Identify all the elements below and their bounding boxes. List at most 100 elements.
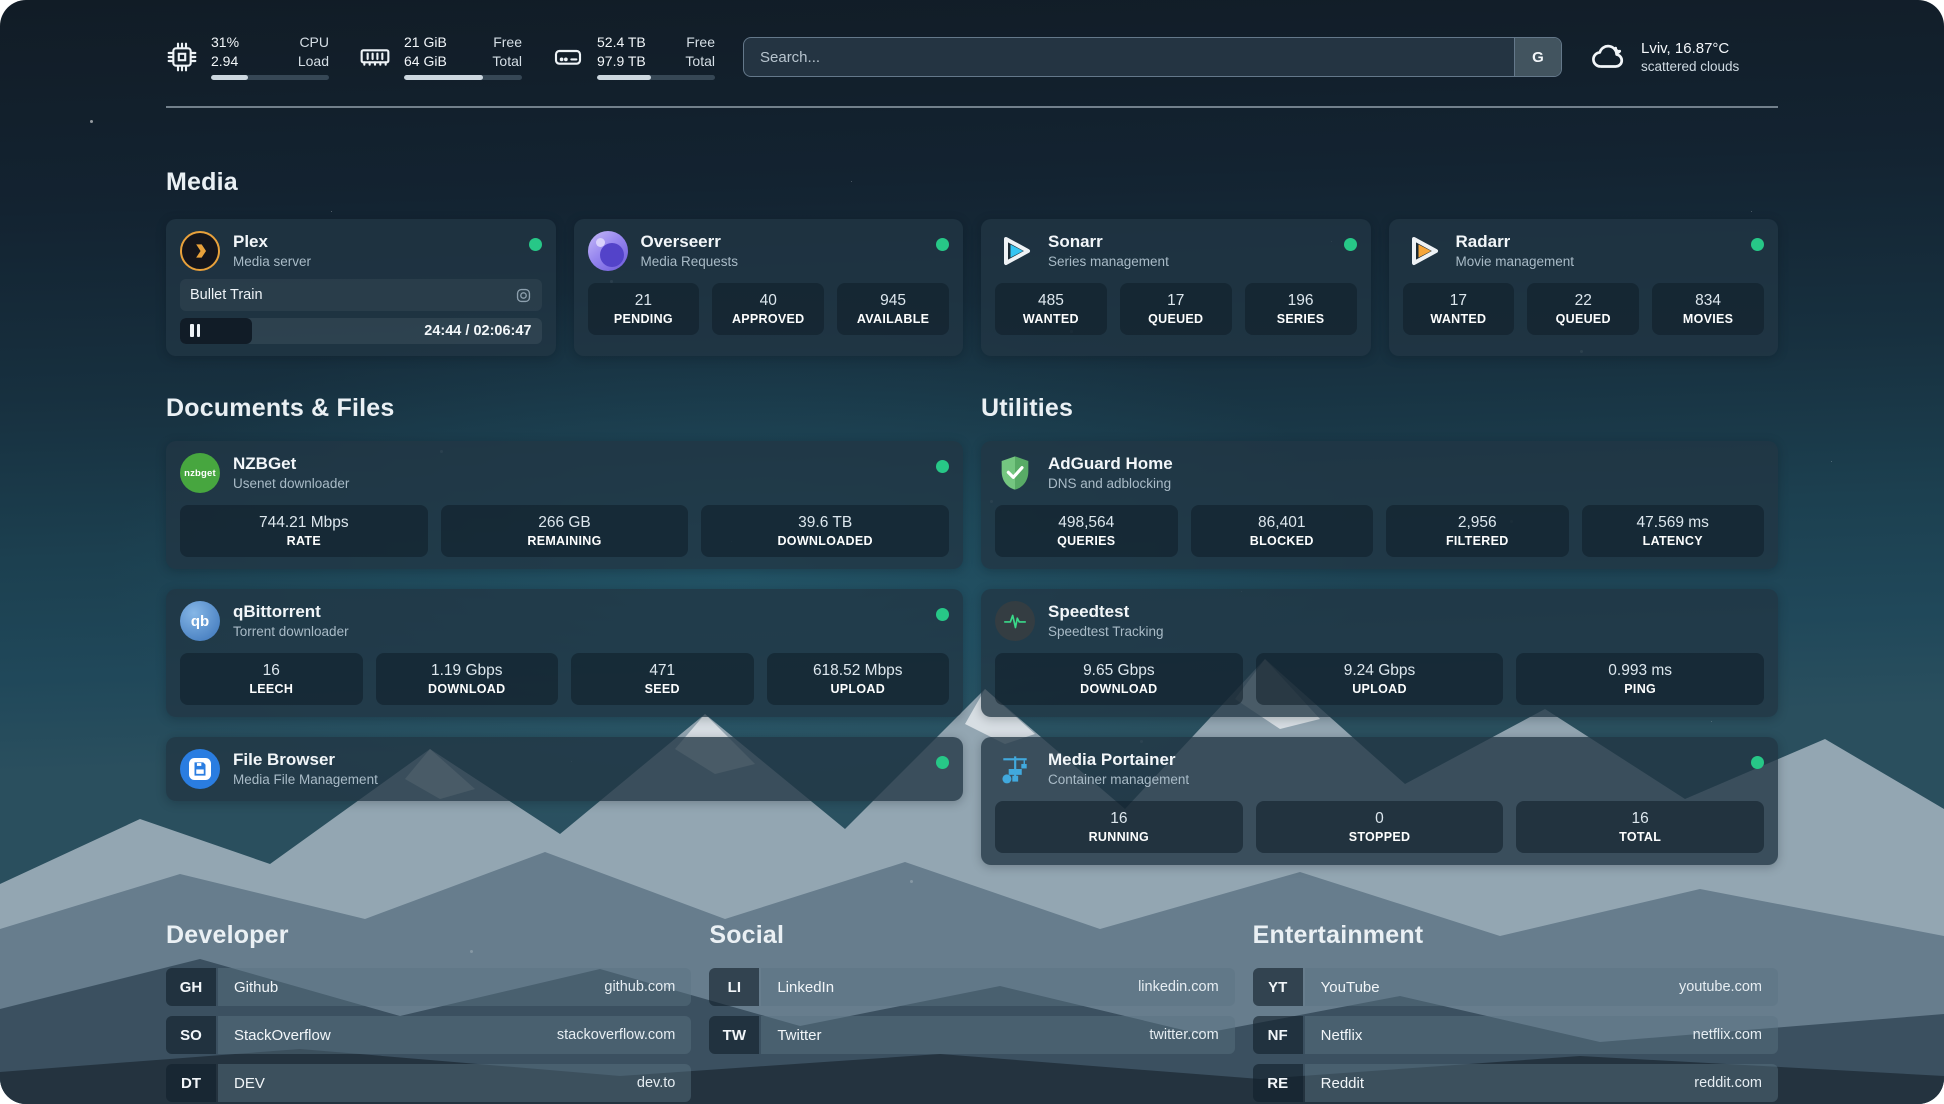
link-abbr: TW xyxy=(709,1016,760,1054)
app-subtitle: DNS and adblocking xyxy=(1048,476,1172,491)
stat-value: 618.52 Mbps xyxy=(812,662,903,679)
now-playing-row: Bullet Train xyxy=(180,279,542,311)
filebrowser-card[interactable]: File Browser Media File Management xyxy=(166,737,963,801)
portainer-card[interactable]: Media Portainer Container management 16 … xyxy=(981,737,1778,865)
stat-seed: 471 SEED xyxy=(571,653,754,705)
stat-wanted: 17 WANTED xyxy=(1402,283,1515,335)
link-github[interactable]: GH Github github.com xyxy=(166,968,692,1006)
stat-rate: 744.21 Mbps RATE xyxy=(180,505,428,557)
stat-movies: 834 MOVIES xyxy=(1652,283,1764,335)
cloud-icon xyxy=(1592,44,1624,68)
stat-label: MOVIES xyxy=(1682,312,1734,326)
stat-label: LEECH xyxy=(249,682,294,696)
qbittorrent-card[interactable]: qb qBittorrent Torrent downloader 16 LEE… xyxy=(166,589,963,717)
disk-total-label: Total xyxy=(685,53,715,69)
status-online-dot xyxy=(528,238,542,251)
stat-latency: 47.569 ms LATENCY xyxy=(1581,505,1764,557)
cpu-stat-widget: 31% CPU 2.94 Load xyxy=(166,34,329,80)
stat-value: 498,564 xyxy=(1058,514,1115,531)
cpu-usage-label: CPU xyxy=(299,34,329,50)
stat-ping: 0.993 ms PING xyxy=(1516,653,1764,705)
link-linkedin[interactable]: LI LinkedIn linkedin.com xyxy=(709,968,1235,1006)
stat-value: 40 xyxy=(759,292,777,309)
stat-remaining: 266 GB REMAINING xyxy=(440,505,689,557)
link-twitter[interactable]: TW Twitter twitter.com xyxy=(709,1016,1235,1054)
pause-button[interactable] xyxy=(190,324,200,337)
stat-label: RATE xyxy=(286,534,321,548)
plex-icon xyxy=(180,231,220,271)
overseerr-card[interactable]: Overseerr Media Requests 21 PENDING 40 A… xyxy=(573,219,963,356)
stat-value: 16 xyxy=(1110,810,1128,827)
memory-total-label: Total xyxy=(492,53,522,69)
link-youtube[interactable]: YT YouTube youtube.com xyxy=(1252,968,1778,1006)
stat-label: UPLOAD xyxy=(1352,682,1407,696)
nzbget-card[interactable]: nzbget NZBGet Usenet downloader 744.21 M… xyxy=(166,441,963,569)
social-links: Social LI LinkedIn linkedin.com TW Twitt… xyxy=(709,921,1235,1104)
stat-label: TOTAL xyxy=(1619,830,1662,844)
stat-blocked: 86,401 BLOCKED xyxy=(1190,505,1373,557)
cpu-load-value: 2.94 xyxy=(211,53,239,69)
radarr-card[interactable]: Radarr Movie management 17 WANTED 22 QUE… xyxy=(1388,219,1778,356)
link-url: linkedin.com xyxy=(1138,979,1219,995)
status-online-dot xyxy=(936,238,949,251)
stat-value: 16 xyxy=(262,662,280,679)
link-stackoverflow[interactable]: SO StackOverflow stackoverflow.com xyxy=(166,1016,692,1054)
cpu-icon xyxy=(167,42,197,72)
stat-value: 485 xyxy=(1037,292,1064,309)
sonarr-card[interactable]: Sonarr Series management 485 WANTED 17 Q… xyxy=(981,219,1371,356)
link-name: LinkedIn xyxy=(777,978,835,996)
stat-download: 1.19 Gbps DOWNLOAD xyxy=(375,653,558,705)
link-name: Netflix xyxy=(1320,1026,1363,1044)
search-bar: G xyxy=(743,37,1562,77)
stat-label: LATENCY xyxy=(1642,534,1703,548)
search-input[interactable] xyxy=(744,38,1514,76)
disk-free-label: Free xyxy=(686,34,715,50)
stat-value: 266 GB xyxy=(538,514,591,531)
stat-value: 86,401 xyxy=(1258,514,1306,531)
media-type-icon xyxy=(516,288,530,302)
stat-value: 21 xyxy=(634,292,653,309)
playback-progress-bar: 24:44 / 02:06:47 xyxy=(180,318,542,344)
stat-label: RUNNING xyxy=(1088,830,1150,844)
sonarr-icon xyxy=(995,231,1035,271)
speedtest-card[interactable]: Speedtest Speedtest Tracking 9.65 Gbps D… xyxy=(981,589,1778,717)
stat-pending: 21 PENDING xyxy=(587,283,700,335)
section-title-social: Social xyxy=(709,921,785,949)
stat-label: WANTED xyxy=(1430,312,1487,326)
stat-stopped: 0 STOPPED xyxy=(1255,801,1504,853)
stat-label: QUERIES xyxy=(1057,534,1116,548)
link-name: StackOverflow xyxy=(234,1026,331,1044)
weather-widget: Lviv, 16.87°C scattered clouds xyxy=(1590,38,1778,76)
link-netflix[interactable]: NF Netflix netflix.com xyxy=(1252,1016,1778,1054)
link-abbr: RE xyxy=(1252,1064,1303,1102)
link-url: youtube.com xyxy=(1678,979,1762,995)
link-reddit[interactable]: RE Reddit reddit.com xyxy=(1252,1064,1778,1102)
stat-value: 39.6 TB xyxy=(798,514,853,531)
stat-running: 16 RUNNING xyxy=(995,801,1243,853)
stat-upload: 618.52 Mbps UPLOAD xyxy=(766,653,949,705)
status-online-dot xyxy=(936,756,949,769)
stat-label: QUEUED xyxy=(1148,312,1204,326)
stat-download: 9.65 Gbps DOWNLOAD xyxy=(995,653,1243,705)
adguard-card[interactable]: AdGuard Home DNS and adblocking 498,564 … xyxy=(981,441,1778,569)
search-engine-button[interactable]: G xyxy=(1514,38,1561,76)
status-online-dot xyxy=(1343,238,1357,251)
cpu-usage-value: 31% xyxy=(211,34,240,50)
app-subtitle: Container management xyxy=(1048,772,1190,787)
system-stats: 31% CPU 2.94 Load xyxy=(166,34,715,80)
stat-approved: 40 APPROVED xyxy=(712,283,825,335)
stat-label: QUEUED xyxy=(1555,312,1611,326)
stat-value: 945 xyxy=(880,292,907,309)
section-title-utilities: Utilities xyxy=(981,394,1074,422)
stat-value: 22 xyxy=(1574,292,1592,309)
top-bar: 31% CPU 2.94 Load xyxy=(166,0,1778,80)
disk-progress-fill xyxy=(597,75,652,80)
link-url: stackoverflow.com xyxy=(556,1027,676,1043)
stat-label: STOPPED xyxy=(1348,830,1411,844)
plex-card[interactable]: Plex Media server Bullet Train 24:44 / 0… xyxy=(166,219,556,356)
adguard-icon xyxy=(995,453,1035,493)
documents-column: Documents & Files nzbget NZBGet Usenet d… xyxy=(166,394,963,801)
link-dev[interactable]: DT DEV dev.to xyxy=(166,1064,692,1102)
link-name: DEV xyxy=(234,1074,265,1092)
stat-queued: 22 QUEUED xyxy=(1527,283,1640,335)
